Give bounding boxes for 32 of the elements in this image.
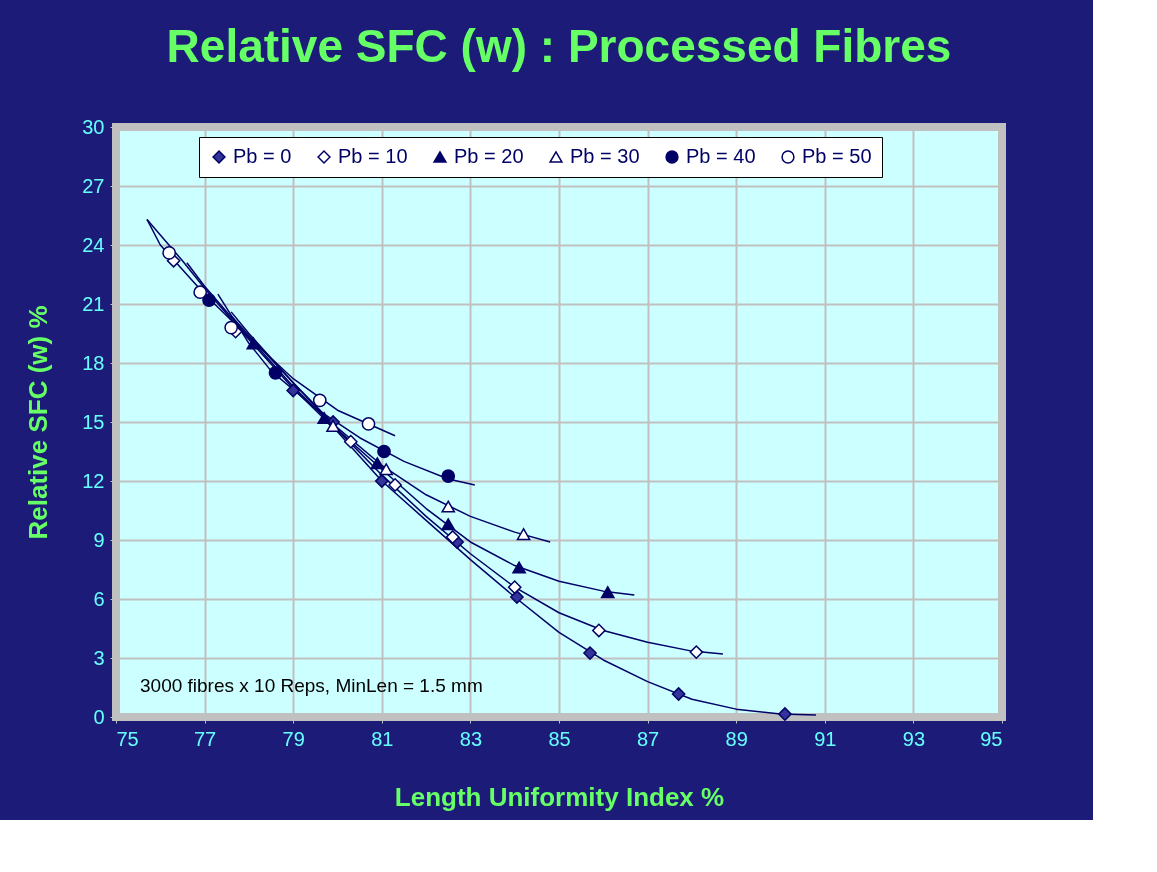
chart-title: Relative SFC (w) : Processed Fibres	[166, 20, 952, 72]
x-tick-label: 85	[548, 727, 571, 750]
y-tick-label: 30	[82, 115, 105, 138]
y-tick-label: 9	[93, 528, 105, 551]
legend-label: Pb = 0	[233, 145, 292, 167]
y-tick-label: 18	[82, 351, 105, 374]
y-axis-title: Relative SFC (w) %	[23, 305, 54, 540]
x-tick-label: 89	[725, 727, 748, 750]
x-tick-label: 93	[902, 727, 926, 750]
x-axis-title: Length Uniformity Index %	[394, 781, 725, 812]
x-tick-label: 95	[980, 727, 1003, 750]
x-tick-label: 81	[371, 727, 394, 750]
x-tick-label: 75	[116, 727, 139, 750]
annotation: 3000 fibres x 10 Reps, MinLen = 1.5 mm	[140, 675, 483, 696]
y-tick-label: 12	[82, 469, 105, 492]
legend-label: Pb = 40	[686, 145, 756, 167]
y-tick-label: 6	[93, 587, 105, 610]
y-tick-label: 15	[82, 410, 105, 433]
y-tick-label: 0	[93, 705, 105, 728]
x-tick-label: 77	[193, 727, 217, 750]
x-tick-label: 79	[282, 727, 305, 750]
y-tick-label: 3	[93, 646, 105, 669]
legend-label: Pb = 30	[570, 145, 640, 167]
legend-label: Pb = 50	[802, 145, 872, 167]
legend-label: Pb = 10	[338, 145, 408, 167]
legend-label: Pb = 20	[454, 145, 524, 167]
x-tick-label: 83	[459, 727, 483, 750]
x-tick-label: 87	[636, 727, 660, 750]
x-tick-label: 91	[814, 727, 837, 750]
y-tick-label: 27	[82, 174, 105, 197]
y-tick-label: 24	[82, 233, 105, 256]
y-tick-label: 21	[82, 292, 105, 315]
